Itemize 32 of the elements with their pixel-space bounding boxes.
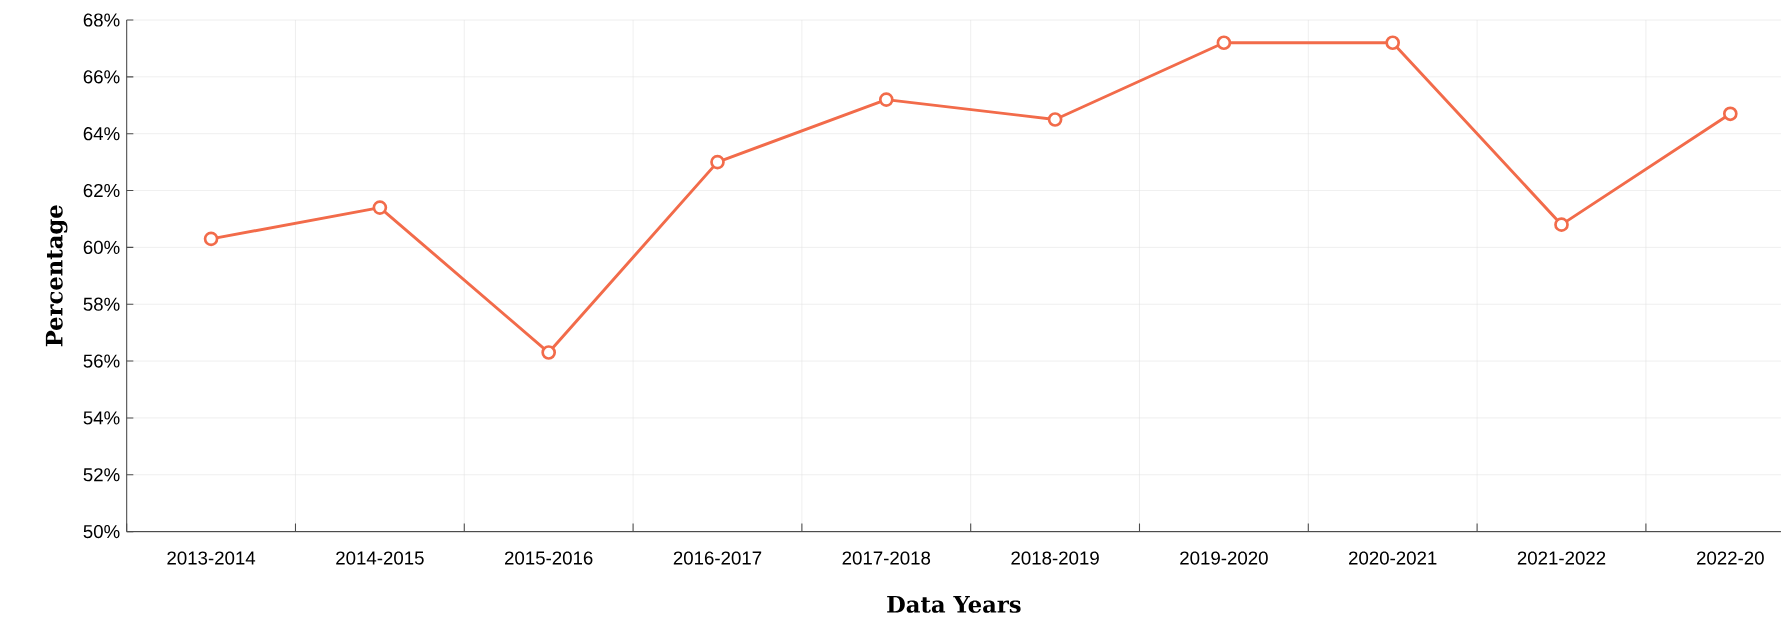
- point: [203, 231, 219, 247]
- x-tick-label: 2020-2021: [1349, 551, 1437, 565]
- point: [372, 200, 388, 215]
- y-axis-title: Percentage: [45, 205, 68, 347]
- y-tick-label: 64%: [83, 127, 120, 141]
- y-tick-label: 60%: [83, 240, 120, 254]
- point: [1047, 112, 1063, 127]
- point: [1554, 217, 1569, 232]
- x-tick-label: 2016-2017: [673, 551, 762, 565]
- point: [541, 345, 557, 360]
- y-tick-label: 62%: [83, 183, 120, 198]
- y-tick-label: 54%: [83, 411, 120, 425]
- x-tick-label: 2019-2020: [1180, 551, 1268, 565]
- point: [710, 154, 725, 170]
- y-tick-label: 52%: [83, 468, 120, 482]
- y-tick-label: 66%: [83, 70, 120, 84]
- point: [1385, 35, 1401, 51]
- point: [1722, 106, 1738, 122]
- point: [878, 92, 894, 107]
- y-tick-label: 50%: [83, 524, 120, 539]
- point: [1216, 35, 1232, 51]
- x-tick-label: 2021-2022: [1517, 551, 1606, 565]
- x-tick-label: 2017-2018: [842, 551, 931, 565]
- x-tick-label: 2015-2016: [504, 551, 593, 565]
- x-tick-label: 2014-2015: [336, 551, 424, 565]
- y-tick-label: 68%: [83, 13, 120, 27]
- y-tick-label: 56%: [83, 354, 120, 368]
- x-axis-title: Data Years: [887, 596, 1021, 613]
- x-tick-label: 2018-2019: [1011, 551, 1099, 565]
- x-tick-label: 2022-20: [1696, 551, 1764, 565]
- x-tick-label: 2013-2014: [167, 551, 256, 565]
- y-tick-label: 58%: [83, 297, 120, 311]
